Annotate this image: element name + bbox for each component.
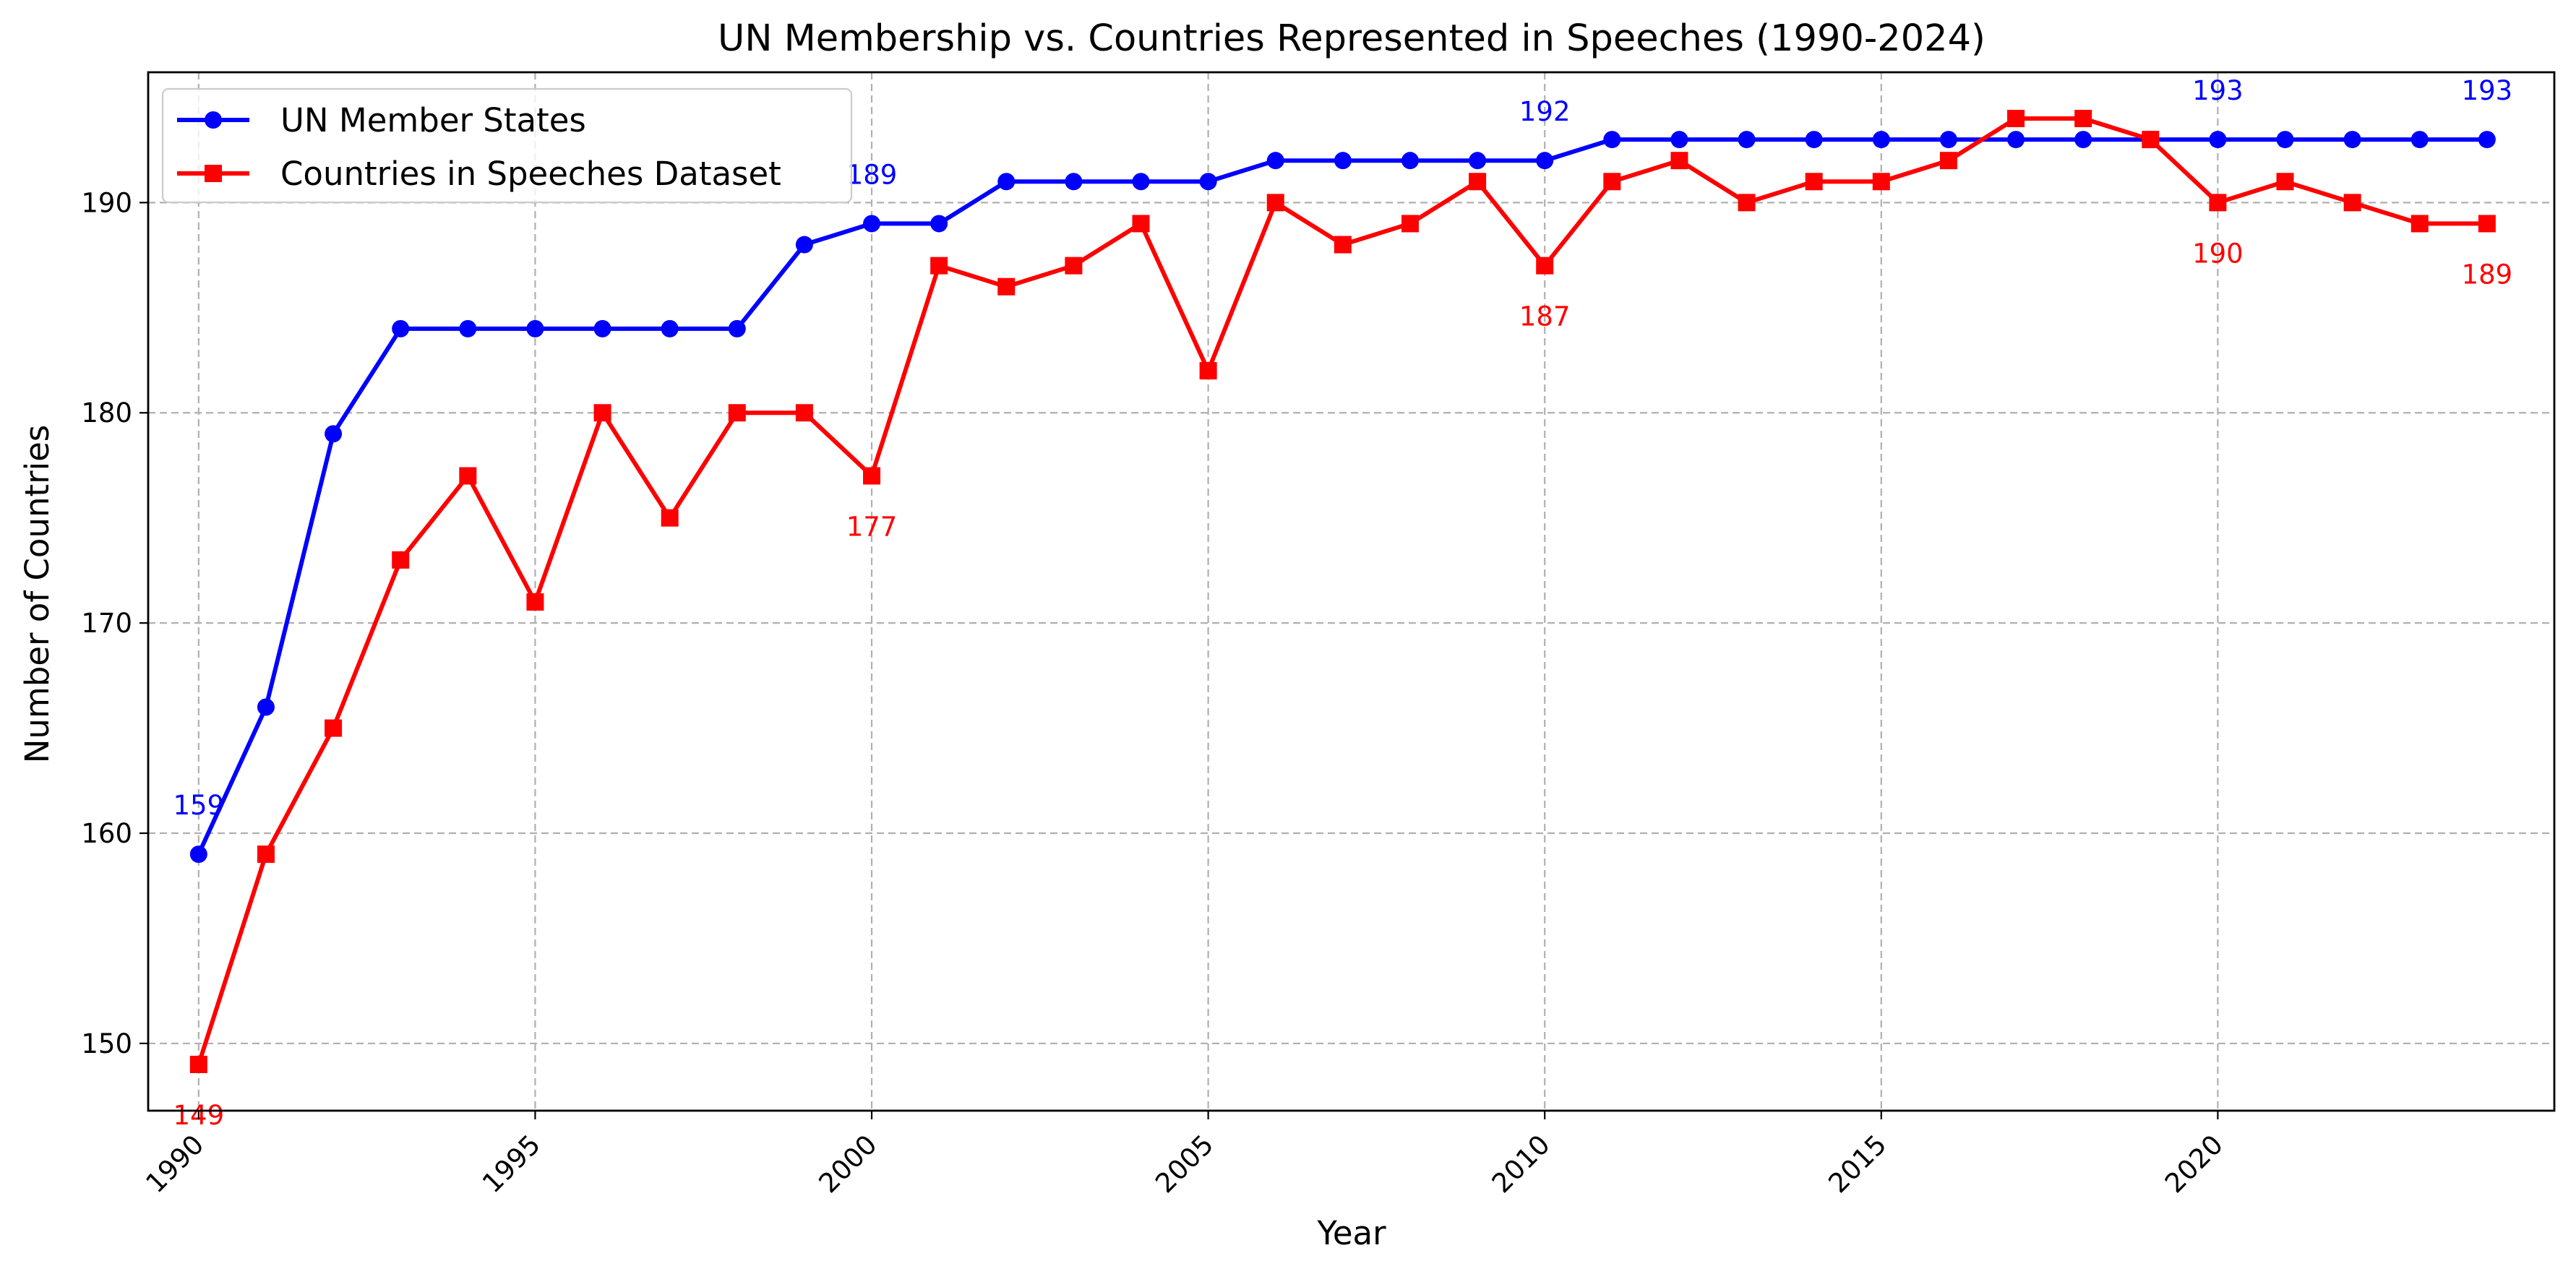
data-point-un-members <box>325 425 343 443</box>
data-label: 177 <box>846 512 898 543</box>
data-point-speeches <box>661 509 679 527</box>
data-point-speeches <box>728 404 746 422</box>
data-point-speeches <box>2209 194 2227 212</box>
data-point-un-members <box>997 173 1016 191</box>
data-point-un-members <box>1872 131 1890 149</box>
data-point-un-members <box>392 319 410 337</box>
data-point-speeches <box>1670 152 1688 170</box>
legend-marker-un-members <box>205 111 222 129</box>
data-point-un-members <box>2209 131 2227 149</box>
data-point-speeches <box>1738 194 1756 212</box>
plot-frame <box>147 71 2556 1112</box>
data-point-un-members <box>1401 152 1419 170</box>
legend-box <box>161 87 853 204</box>
data-point-un-members <box>1065 173 1083 191</box>
data-label: 190 <box>2192 238 2244 269</box>
data-point-un-members <box>863 215 881 233</box>
data-point-un-members <box>1199 173 1217 191</box>
data-point-speeches <box>2276 173 2294 191</box>
data-point-un-members <box>1334 152 1352 170</box>
data-point-speeches <box>1939 152 1957 170</box>
data-point-un-members <box>1266 152 1284 170</box>
data-label: 189 <box>846 159 898 190</box>
data-point-speeches <box>1469 173 1487 191</box>
data-point-speeches <box>459 467 477 485</box>
data-point-un-members <box>526 319 544 337</box>
y-tick-label: 160 <box>81 818 132 849</box>
data-point-un-members <box>2074 131 2092 149</box>
legend-marker-speeches <box>205 165 222 182</box>
data-point-un-members <box>593 319 611 337</box>
data-label: 193 <box>2462 75 2513 106</box>
data-point-speeches <box>2410 215 2429 233</box>
data-point-speeches <box>325 719 343 737</box>
data-label: 187 <box>1519 301 1571 332</box>
data-point-speeches <box>795 404 813 422</box>
data-point-speeches <box>1199 362 1217 380</box>
x-axis-label: Year <box>1316 1214 1386 1252</box>
data-label: 189 <box>2462 259 2513 290</box>
legend-label-un-members: UN Member States <box>280 101 586 139</box>
data-point-un-members <box>1469 152 1487 170</box>
data-point-un-members <box>795 236 813 254</box>
y-tick-label: 190 <box>81 187 132 218</box>
y-tick-label: 180 <box>81 397 132 429</box>
data-point-un-members <box>1132 173 1150 191</box>
data-point-speeches <box>2343 194 2361 212</box>
data-point-un-members <box>2276 131 2294 149</box>
data-point-speeches <box>2007 109 2025 127</box>
data-label: 159 <box>173 790 225 821</box>
y-tick-label: 170 <box>81 608 132 639</box>
data-point-un-members <box>1603 131 1621 149</box>
data-point-un-members <box>189 845 207 864</box>
legend: UN Member States Countries in Speeches D… <box>161 87 853 204</box>
data-point-un-members <box>1738 131 1756 149</box>
data-point-speeches <box>392 551 410 569</box>
data-point-speeches <box>1132 215 1150 233</box>
data-point-un-members <box>728 319 746 337</box>
data-label: 192 <box>1519 96 1571 127</box>
data-point-un-members <box>2343 131 2361 149</box>
data-point-speeches <box>1805 173 1823 191</box>
data-point-speeches <box>2142 131 2160 149</box>
data-point-speeches <box>1266 194 1284 212</box>
data-point-un-members <box>257 698 275 716</box>
data-point-speeches <box>1065 257 1083 275</box>
data-point-un-members <box>2478 131 2496 149</box>
y-tick-label: 150 <box>81 1028 132 1059</box>
series-layer <box>189 109 2496 1074</box>
data-point-un-members <box>1805 131 1823 149</box>
chart-title: UN Membership vs. Countries Represented … <box>718 17 1985 60</box>
data-point-speeches <box>863 467 881 485</box>
data-point-speeches <box>930 257 948 275</box>
data-point-speeches <box>1872 173 1890 191</box>
data-point-speeches <box>1401 215 1419 233</box>
data-point-speeches <box>189 1056 207 1074</box>
data-point-un-members <box>1939 131 1957 149</box>
data-point-speeches <box>1603 173 1621 191</box>
data-point-un-members <box>2410 131 2429 149</box>
data-point-un-members <box>459 319 477 337</box>
data-point-un-members <box>661 319 679 337</box>
data-point-speeches <box>526 593 544 611</box>
data-point-speeches <box>593 404 611 422</box>
data-point-un-members <box>1536 152 1554 170</box>
data-point-speeches <box>1536 257 1554 275</box>
legend-label-speeches: Countries in Speeches Dataset <box>280 155 781 193</box>
data-point-speeches <box>997 277 1016 296</box>
y-axis-label: Number of Countries <box>18 425 56 764</box>
data-point-speeches <box>257 845 275 864</box>
data-point-un-members <box>1670 131 1688 149</box>
grid-lines <box>148 72 2554 1111</box>
data-point-speeches <box>2074 109 2092 127</box>
data-point-speeches <box>1334 236 1352 254</box>
data-label: 193 <box>2192 75 2244 106</box>
data-point-speeches <box>2478 215 2496 233</box>
data-point-un-members <box>930 215 948 233</box>
data-point-un-members <box>2007 131 2025 149</box>
